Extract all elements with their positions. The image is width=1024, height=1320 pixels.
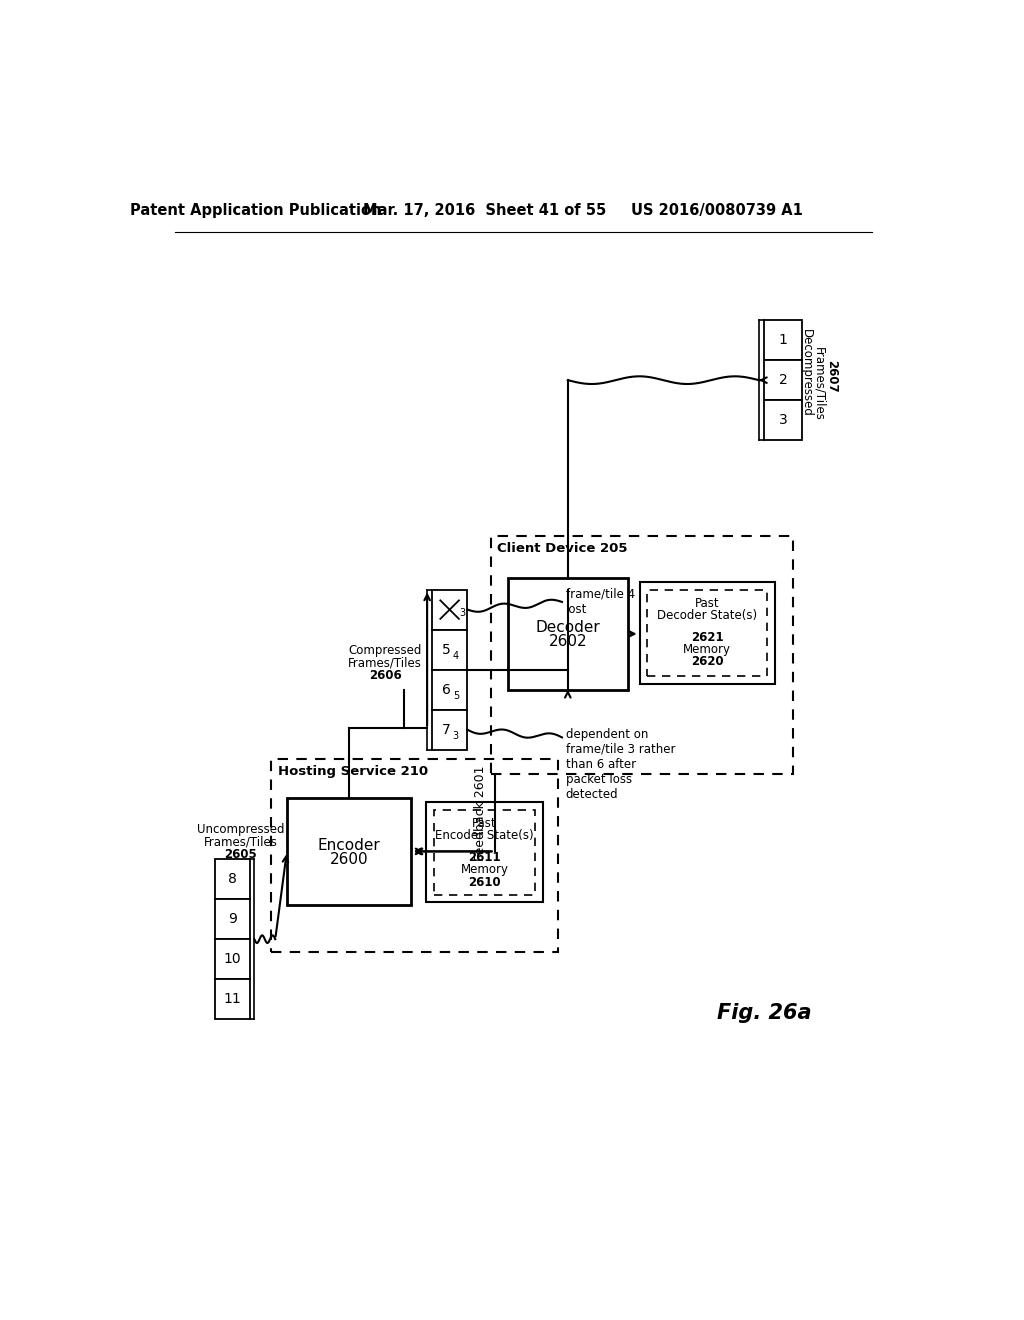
- Text: 3: 3: [460, 609, 466, 619]
- Text: 11: 11: [224, 993, 242, 1006]
- Text: Mar. 17, 2016  Sheet 41 of 55: Mar. 17, 2016 Sheet 41 of 55: [362, 203, 606, 218]
- Text: Past: Past: [472, 817, 497, 830]
- Text: Client Device 205: Client Device 205: [497, 541, 628, 554]
- Bar: [287, 797, 411, 906]
- Text: frame/tile 4
lost: frame/tile 4 lost: [566, 587, 635, 616]
- Text: 2600: 2600: [330, 851, 369, 867]
- Bar: [764, 360, 802, 400]
- Bar: [215, 940, 251, 979]
- Text: 2605: 2605: [224, 847, 257, 861]
- Text: 6: 6: [442, 682, 451, 697]
- Text: 2602: 2602: [549, 634, 587, 649]
- Text: Uncompressed: Uncompressed: [197, 824, 284, 837]
- Bar: [432, 710, 467, 750]
- Bar: [215, 859, 251, 899]
- Text: US 2016/0080739 A1: US 2016/0080739 A1: [631, 203, 803, 218]
- Text: Encoder State(s): Encoder State(s): [435, 829, 534, 842]
- Bar: [432, 669, 467, 710]
- Text: 2606: 2606: [369, 669, 401, 682]
- Text: Frames/Tiles: Frames/Tiles: [204, 836, 278, 849]
- Bar: [426, 803, 543, 903]
- Bar: [432, 590, 467, 630]
- Bar: [215, 899, 251, 940]
- Text: Decompressed: Decompressed: [800, 329, 813, 416]
- Text: 2607: 2607: [824, 360, 838, 392]
- Text: 7: 7: [442, 723, 451, 737]
- Text: 3: 3: [778, 413, 787, 428]
- Text: Compressed: Compressed: [348, 644, 422, 657]
- Text: Feedback 2601: Feedback 2601: [474, 766, 487, 861]
- Text: 2620: 2620: [691, 656, 724, 668]
- Text: 5: 5: [453, 690, 459, 701]
- Text: 2621: 2621: [691, 631, 724, 644]
- Bar: [764, 321, 802, 360]
- Bar: [490, 536, 793, 775]
- Text: 2611: 2611: [468, 851, 501, 865]
- Bar: [647, 590, 767, 676]
- Bar: [508, 578, 628, 689]
- Bar: [434, 810, 535, 895]
- Text: 2610: 2610: [468, 875, 501, 888]
- Text: Patent Application Publication: Patent Application Publication: [130, 203, 382, 218]
- Text: Frames/Tiles: Frames/Tiles: [348, 656, 422, 669]
- Text: Memory: Memory: [461, 863, 509, 876]
- Text: 8: 8: [228, 873, 238, 886]
- Text: Frames/Tiles: Frames/Tiles: [812, 347, 825, 421]
- Bar: [640, 582, 775, 684]
- Bar: [271, 759, 558, 952]
- Text: 9: 9: [228, 912, 238, 927]
- Text: Decoder: Decoder: [536, 620, 600, 635]
- Text: Decoder State(s): Decoder State(s): [657, 610, 758, 622]
- Bar: [432, 630, 467, 669]
- Text: Encoder: Encoder: [317, 838, 380, 853]
- Bar: [215, 979, 251, 1019]
- Text: Past: Past: [695, 597, 720, 610]
- Text: Memory: Memory: [683, 643, 731, 656]
- Text: 3: 3: [453, 731, 459, 741]
- Text: 10: 10: [224, 952, 242, 966]
- Text: Fig. 26a: Fig. 26a: [717, 1003, 812, 1023]
- Text: 5: 5: [442, 643, 451, 656]
- Text: dependent on
frame/tile 3 rather
than 6 after
packet loss
detected: dependent on frame/tile 3 rather than 6 …: [566, 727, 676, 801]
- Text: 2: 2: [778, 374, 787, 387]
- Text: 1: 1: [778, 333, 787, 347]
- Text: Hosting Service 210: Hosting Service 210: [278, 764, 428, 777]
- Bar: [764, 400, 802, 441]
- Text: 4: 4: [453, 651, 459, 661]
